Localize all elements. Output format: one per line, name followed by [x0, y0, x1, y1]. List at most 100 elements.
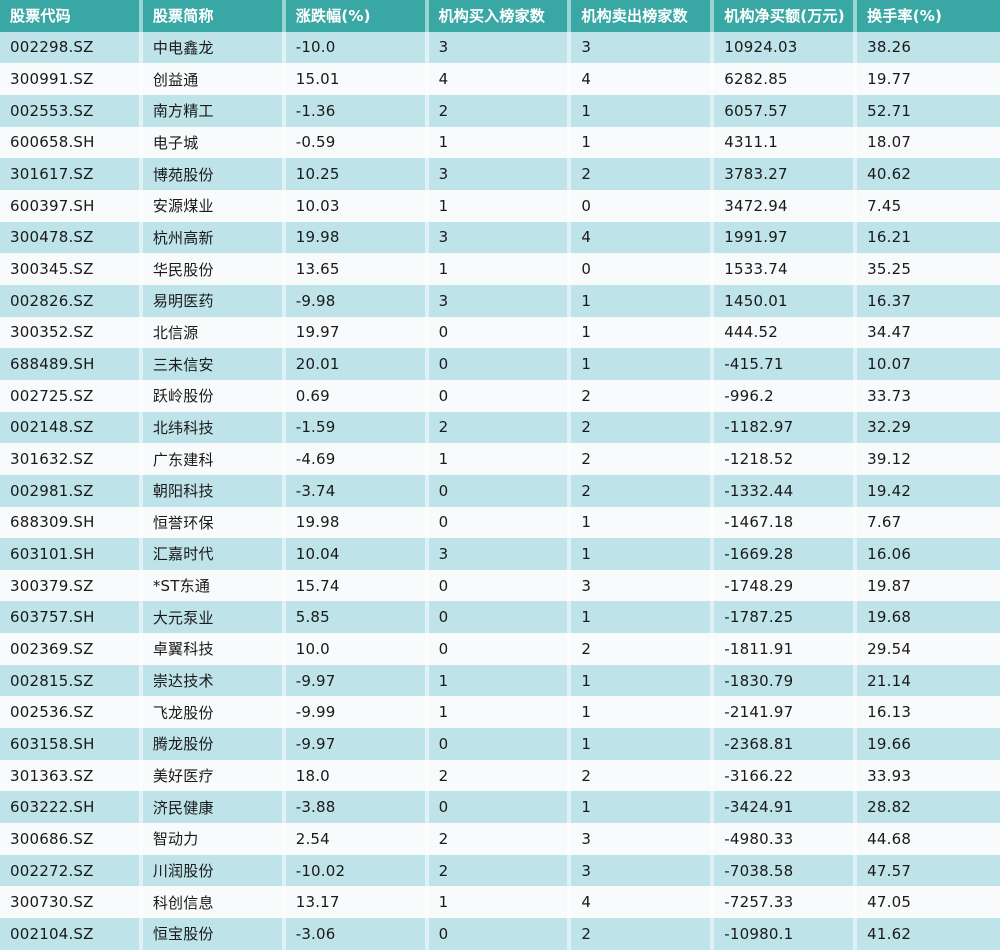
cell-code: 300345.SZ [0, 253, 143, 285]
table-row[interactable]: 603158.SH 腾龙股份 -9.97 0 1 -2368.81 19.66 [0, 728, 1000, 760]
cell-net-buy-amount: -1182.97 [714, 411, 858, 444]
column-header-name[interactable]: 股票简称 [143, 0, 286, 32]
cell-code: 301632.SZ [0, 443, 143, 475]
table-row[interactable]: 300345.SZ 华民股份 13.65 1 0 1533.74 35.25 [0, 253, 1000, 285]
cell-net-buy-amount: -1332.44 [714, 474, 858, 507]
cell-code: 300352.SZ [0, 316, 143, 349]
cell-name: 北纬科技 [143, 411, 286, 444]
cell-name: 汇嘉时代 [143, 538, 286, 570]
table-row[interactable]: 301363.SZ 美好医疗 18.0 2 2 -3166.22 33.93 [0, 759, 1000, 792]
cell-net-buy-amount: -2368.81 [714, 728, 858, 760]
cell-turnover-rate: 29.54 [867, 639, 912, 658]
cell-sell-count: 3 [571, 823, 715, 855]
table-row[interactable]: 603757.SH 大元泵业 5.85 0 1 -1787.25 19.68 [0, 601, 1000, 634]
cell-net-buy-amount: 10924.03 [714, 31, 858, 64]
cell-name: 济民健康 [143, 791, 286, 824]
table-row[interactable]: 600658.SH 电子城 -0.59 1 1 4311.1 18.07 [0, 126, 1000, 159]
cell-name: 电子城 [143, 126, 286, 159]
column-header-code[interactable]: 股票代码 [0, 0, 143, 32]
table-row[interactable]: 002725.SZ 跃岭股份 0.69 0 2 -996.2 33.73 [0, 379, 1000, 412]
table-row[interactable]: 301617.SZ 博苑股份 10.25 3 2 3783.27 40.62 [0, 158, 1000, 190]
table-row[interactable]: 300730.SZ 科创信息 13.17 1 4 -7257.33 47.05 [0, 886, 1000, 919]
cell-net-buy-amount: -1787.25 [714, 601, 858, 634]
table-row[interactable]: 600397.SH 安源煤业 10.03 1 0 3472.94 7.45 [0, 189, 1000, 222]
cell-change-pct: 10.0 [286, 633, 429, 665]
cell-buy-count: 3 [429, 221, 572, 254]
table-row[interactable]: 002815.SZ 崇达技术 -9.97 1 1 -1830.79 21.14 [0, 664, 1000, 697]
table-row[interactable]: 688309.SH 恒誉环保 19.98 0 1 -1467.18 7.67 [0, 506, 1000, 539]
table-row[interactable]: 002369.SZ 卓翼科技 10.0 0 2 -1811.91 29.54 [0, 633, 1000, 665]
column-header-turnover-rate[interactable]: 换手率(%) [867, 7, 943, 26]
column-header-net-buy-amount[interactable]: 机构净买额(万元) [714, 0, 858, 32]
table-row[interactable]: 002826.SZ 易明医药 -9.98 3 1 1450.01 16.37 [0, 284, 1000, 317]
cell-net-buy-amount: -1811.91 [714, 633, 858, 665]
table-row[interactable]: 002148.SZ 北纬科技 -1.59 2 2 -1182.97 32.29 [0, 411, 1000, 444]
table-row[interactable]: 301632.SZ 广东建科 -4.69 1 2 -1218.52 39.12 [0, 443, 1000, 475]
table-row[interactable]: 300478.SZ 杭州高新 19.98 3 4 1991.97 16.21 [0, 221, 1000, 254]
cell-buy-count: 1 [429, 443, 572, 475]
table-row[interactable]: 300991.SZ 创益通 15.01 4 4 6282.85 19.77 [0, 63, 1000, 95]
cell-name: 杭州高新 [143, 221, 286, 254]
table-row[interactable]: 300352.SZ 北信源 19.97 0 1 444.52 34.47 [0, 316, 1000, 349]
cell-code: 301363.SZ [0, 759, 143, 792]
table-row[interactable]: 002553.SZ 南方精工 -1.36 2 1 6057.57 52.71 [0, 94, 1000, 127]
cell-sell-count: 3 [571, 854, 715, 887]
cell-code: 300686.SZ [0, 823, 143, 855]
table-row[interactable]: 688489.SH 三未信安 20.01 0 1 -415.71 10.07 [0, 348, 1000, 380]
column-header-change-pct[interactable]: 涨跌幅(%) [286, 0, 429, 32]
cell-sell-count: 2 [571, 474, 715, 507]
cell-net-buy-amount: -7257.33 [714, 886, 858, 919]
cell-change-pct: 15.74 [286, 569, 429, 602]
cell-sell-count: 2 [571, 443, 715, 475]
cell-net-buy-amount: 444.52 [714, 316, 858, 349]
cell-buy-count: 0 [429, 348, 572, 380]
cell-name: 川润股份 [143, 854, 286, 887]
table-row[interactable]: 300379.SZ *ST东通 15.74 0 3 -1748.29 19.87 [0, 569, 1000, 602]
table-row[interactable]: 603101.SH 汇嘉时代 10.04 3 1 -1669.28 16.06 [0, 538, 1000, 570]
cell-sell-count: 1 [571, 284, 715, 317]
cell-net-buy-amount: -3424.91 [714, 791, 858, 824]
cell-name: 恒宝股份 [143, 918, 286, 950]
cell-code: 300730.SZ [0, 886, 143, 919]
table-row[interactable]: 002536.SZ 飞龙股份 -9.99 1 1 -2141.97 16.13 [0, 696, 1000, 729]
column-header-sell-count[interactable]: 机构卖出榜家数 [571, 0, 715, 32]
cell-sell-count: 1 [571, 696, 715, 729]
cell-turnover-rate: 38.26 [867, 38, 912, 57]
cell-net-buy-amount: -10980.1 [714, 918, 858, 950]
cell-turnover-rate: 7.45 [867, 196, 902, 215]
cell-turnover-rate: 7.67 [867, 513, 902, 532]
cell-name: 安源煤业 [143, 189, 286, 222]
table-header-row: 股票代码 股票简称 涨跌幅(%) 机构买入榜家数 机构卖出榜家数 机构净买额(万元) 换手率… [0, 0, 1000, 32]
cell-code: 603222.SH [0, 791, 143, 824]
cell-code: 002553.SZ [0, 94, 143, 127]
cell-turnover-rate: 16.06 [867, 544, 912, 563]
cell-buy-count: 2 [429, 823, 572, 855]
cell-code: 300379.SZ [0, 569, 143, 602]
table-row[interactable]: 603222.SH 济民健康 -3.88 0 1 -3424.91 28.82 [0, 791, 1000, 824]
cell-change-pct: -10.02 [286, 854, 429, 887]
cell-code: 002148.SZ [0, 411, 143, 444]
cell-buy-count: 0 [429, 316, 572, 349]
cell-turnover-rate: 44.68 [867, 829, 912, 848]
table-row[interactable]: 002104.SZ 恒宝股份 -3.06 0 2 -10980.1 41.62 [0, 918, 1000, 950]
cell-net-buy-amount: -996.2 [714, 379, 858, 412]
cell-code: 600658.SH [0, 126, 143, 159]
cell-code: 300478.SZ [0, 221, 143, 254]
cell-buy-count: 3 [429, 31, 572, 64]
table-row[interactable]: 002981.SZ 朝阳科技 -3.74 0 2 -1332.44 19.42 [0, 474, 1000, 507]
cell-name: 崇达技术 [143, 664, 286, 697]
table-row[interactable]: 002272.SZ 川润股份 -10.02 2 3 -7038.58 47.57 [0, 854, 1000, 887]
table-row[interactable]: 002298.SZ 中电鑫龙 -10.0 3 3 10924.03 38.26 [0, 31, 1000, 64]
cell-sell-count: 1 [571, 126, 715, 159]
cell-change-pct: 19.97 [286, 316, 429, 349]
cell-turnover-rate: 21.14 [867, 671, 912, 690]
cell-change-pct: -4.69 [286, 443, 429, 475]
cell-turnover-rate: 41.62 [867, 924, 912, 943]
table-row[interactable]: 300686.SZ 智动力 2.54 2 3 -4980.33 44.68 [0, 823, 1000, 855]
cell-turnover-rate: 28.82 [867, 798, 912, 817]
cell-net-buy-amount: -1669.28 [714, 538, 858, 570]
cell-buy-count: 0 [429, 569, 572, 602]
cell-turnover-rate: 19.42 [867, 481, 912, 500]
column-header-buy-count[interactable]: 机构买入榜家数 [429, 0, 572, 32]
cell-change-pct: 18.0 [286, 759, 429, 792]
